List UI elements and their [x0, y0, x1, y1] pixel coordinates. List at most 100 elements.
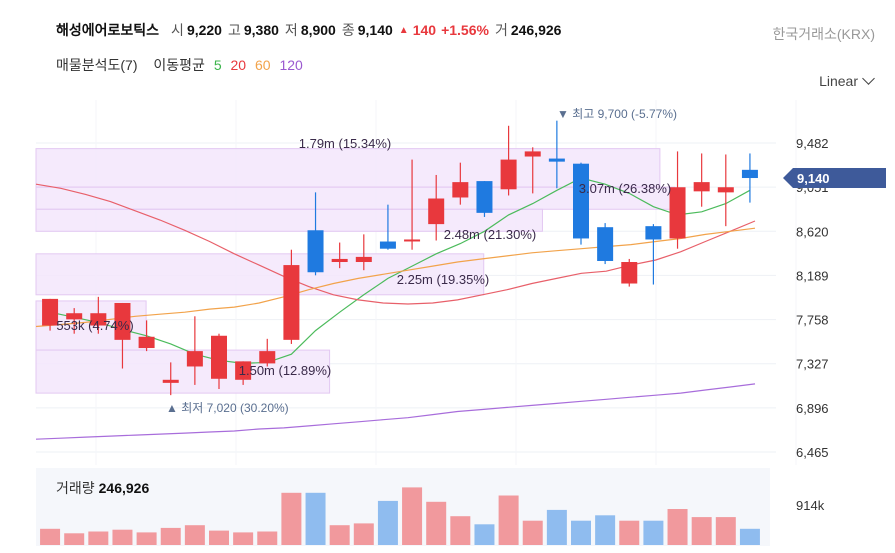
candle-body — [621, 262, 638, 284]
volume-bar — [160, 527, 181, 545]
volume-profile-toggle[interactable]: 매물분석도(7) — [56, 57, 138, 73]
candle-body — [717, 187, 734, 193]
ma60-line — [35, 227, 756, 328]
volume-bar — [498, 495, 519, 545]
exchange-name: 한국거래소(KRX) — [772, 26, 875, 42]
volume-panel-title: 거래량 — [56, 480, 95, 496]
candle-body — [741, 169, 758, 179]
indicator-legend: 매물분석도(7) 이동평균 5 20 60 120 — [56, 55, 308, 75]
volume-tick-label: 914k — [796, 498, 825, 513]
candle-body — [379, 241, 396, 249]
candle-body — [235, 361, 252, 380]
candle-body — [548, 158, 565, 162]
volume-bar — [571, 520, 591, 545]
candle-body — [645, 226, 662, 240]
volume-bar — [450, 516, 471, 545]
ma20-legend[interactable]: 20 — [230, 57, 247, 73]
low-label: 저 — [284, 22, 298, 38]
ma60-legend[interactable]: 60 — [254, 57, 271, 73]
volume-bar — [233, 532, 254, 545]
candle-body — [114, 302, 131, 340]
candle-body — [597, 227, 614, 261]
ma5-legend[interactable]: 5 — [213, 57, 222, 73]
volume-value: 246,926 — [510, 22, 562, 38]
volume-profile-label: 2.48m (21.30%) — [444, 227, 537, 242]
volume-bar — [64, 533, 85, 545]
high-annotation: ▼ 최고 9,700 (-5.77%) — [557, 107, 677, 121]
volume-profile-label: 1.50m (12.89%) — [239, 363, 332, 378]
volume-bar — [281, 492, 302, 545]
volume-bar — [426, 501, 447, 545]
candle-body — [283, 265, 300, 340]
volume-label: 거 — [494, 22, 508, 38]
volume-bar — [377, 500, 398, 545]
ma120-legend[interactable]: 120 — [279, 57, 303, 73]
y-tick-label: 7,327 — [796, 357, 829, 372]
high-value: 9,380 — [243, 22, 279, 38]
volume-bar — [305, 492, 326, 545]
open-label: 시 — [171, 22, 184, 38]
y-tick-label: 6,896 — [796, 401, 829, 416]
close-label: 종 — [341, 22, 355, 38]
low-value: 8,900 — [300, 22, 336, 38]
candle-body — [524, 151, 541, 157]
candle-body — [452, 182, 469, 198]
candle-body — [404, 239, 421, 242]
candle-body — [355, 256, 372, 263]
stock-name: 해성에어로보틱스 — [56, 22, 160, 38]
close-value: 9,140 — [357, 22, 393, 38]
candle-body — [307, 230, 324, 273]
volume-bar — [643, 520, 664, 545]
current-price-tag — [783, 168, 886, 189]
high-label: 고 — [227, 22, 241, 38]
moving-average-label[interactable]: 이동평균 — [153, 57, 205, 73]
change-percent: +1.56% — [441, 22, 489, 38]
volume-bar — [522, 520, 543, 545]
volume-profile-bar — [35, 253, 485, 296]
candle-body — [693, 182, 710, 192]
candle-body — [90, 313, 107, 326]
y-tick-label: 6,465 — [796, 445, 829, 460]
volume-bar — [739, 528, 760, 545]
volume-profile-label: 2.25m (19.35%) — [397, 272, 490, 287]
volume-bar — [474, 524, 495, 545]
candle-body — [331, 258, 348, 263]
volume-profile-label: 553k (4.74%) — [56, 318, 133, 333]
volume-bar — [184, 525, 205, 545]
candle-body — [66, 313, 83, 320]
change-value: 140 — [412, 22, 437, 38]
scale-mode-label: Linear — [819, 73, 858, 89]
volume-profile-bar — [35, 148, 661, 188]
y-tick-label: 8,189 — [796, 268, 829, 283]
volume-bar — [595, 515, 616, 545]
candle-body — [211, 335, 227, 379]
volume-bar — [667, 509, 688, 545]
quote-header: 해성에어로보틱스 시 9,220 고 9,380 저 8,900 종 9,140… — [56, 20, 567, 40]
candle-body — [162, 379, 179, 383]
ma120-line — [35, 383, 756, 440]
volume-bar — [715, 517, 736, 545]
candle-body — [500, 159, 517, 190]
low-annotation: ▲ 최저 7,020 (30.20%) — [166, 401, 289, 415]
current-price-label: 9,140 — [797, 171, 830, 186]
volume-profile-label: 3.07m (26.38%) — [579, 181, 672, 196]
candle-body — [476, 181, 493, 213]
up-triangle-icon: ▲ — [398, 24, 409, 36]
y-tick-label: 8,620 — [796, 224, 829, 239]
candle-body — [669, 187, 686, 239]
y-tick-label: 7,758 — [796, 313, 829, 328]
volume-bar — [691, 517, 712, 545]
scale-mode-dropdown[interactable]: Linear — [819, 72, 875, 89]
candle-body — [259, 351, 276, 364]
volume-bar — [257, 531, 278, 545]
candle-body — [138, 336, 155, 349]
volume-bar — [112, 529, 133, 545]
volume-panel-value: 246,926 — [98, 480, 150, 496]
volume-profile-bar — [35, 208, 543, 232]
volume-bar — [619, 520, 640, 545]
candle-body — [186, 351, 203, 367]
volume-bar — [353, 523, 374, 545]
candle-body — [573, 163, 589, 239]
volume-bar — [209, 530, 229, 545]
